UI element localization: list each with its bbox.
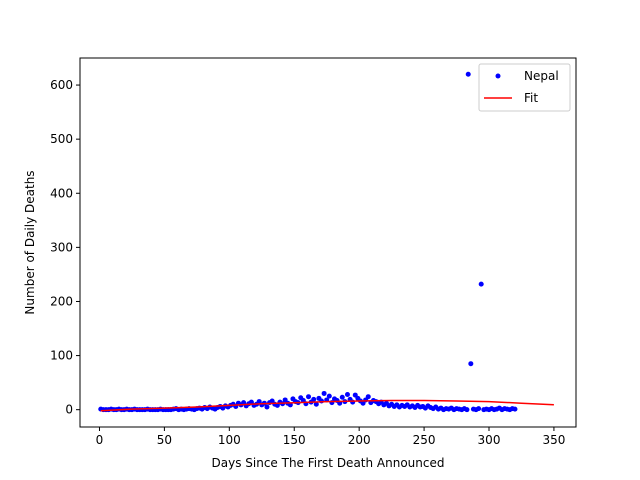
y-tick-label: 600 bbox=[50, 78, 73, 92]
legend-marker-nepal bbox=[495, 73, 501, 79]
y-axis-ticks: 0 100 200 300 400 500 600 bbox=[50, 78, 80, 417]
y-tick-label: 100 bbox=[50, 349, 73, 363]
y-tick-label: 0 bbox=[65, 403, 73, 417]
x-tick-label: 150 bbox=[283, 433, 306, 447]
x-axis-ticks: 0 50 100 150 200 250 300 350 bbox=[96, 427, 565, 447]
plot-area bbox=[98, 71, 554, 413]
legend-label-fit: Fit bbox=[524, 91, 538, 105]
data-point-nepal bbox=[365, 394, 371, 400]
x-axis-label: Days Since The First Death Announced bbox=[212, 456, 445, 470]
x-tick-label: 350 bbox=[542, 433, 565, 447]
data-point-nepal bbox=[321, 390, 327, 396]
data-point-nepal bbox=[465, 71, 471, 77]
data-point-nepal bbox=[311, 396, 317, 402]
axes-frame bbox=[79, 57, 577, 428]
x-tick-label: 250 bbox=[413, 433, 436, 447]
y-tick-label: 400 bbox=[50, 186, 73, 200]
x-tick-label: 200 bbox=[348, 433, 371, 447]
data-point-nepal bbox=[512, 406, 518, 412]
data-point-nepal bbox=[344, 392, 350, 398]
plot-series bbox=[98, 71, 554, 413]
x-tick-label: 300 bbox=[478, 433, 501, 447]
x-tick-label: 100 bbox=[218, 433, 241, 447]
data-point-nepal bbox=[306, 394, 312, 400]
x-tick-label: 0 bbox=[96, 433, 104, 447]
data-point-nepal bbox=[464, 407, 470, 413]
data-point-nepal bbox=[326, 393, 332, 399]
x-tick-label: 50 bbox=[157, 433, 172, 447]
legend-label-nepal: Nepal bbox=[524, 69, 559, 83]
data-point-nepal bbox=[313, 401, 319, 407]
legend: Nepal Fit bbox=[478, 63, 571, 112]
data-point-nepal bbox=[468, 361, 474, 367]
legend-box bbox=[478, 63, 571, 112]
fit-line bbox=[100, 399, 554, 412]
data-point-nepal bbox=[476, 406, 482, 412]
data-point-nepal bbox=[478, 281, 484, 287]
y-tick-label: 200 bbox=[50, 294, 73, 308]
y-tick-label: 500 bbox=[50, 132, 73, 146]
y-tick-label: 300 bbox=[50, 240, 73, 254]
y-axis-label: Number of Daily Deaths bbox=[23, 170, 37, 314]
data-point-nepal bbox=[339, 394, 345, 400]
data-point-nepal bbox=[264, 404, 270, 410]
